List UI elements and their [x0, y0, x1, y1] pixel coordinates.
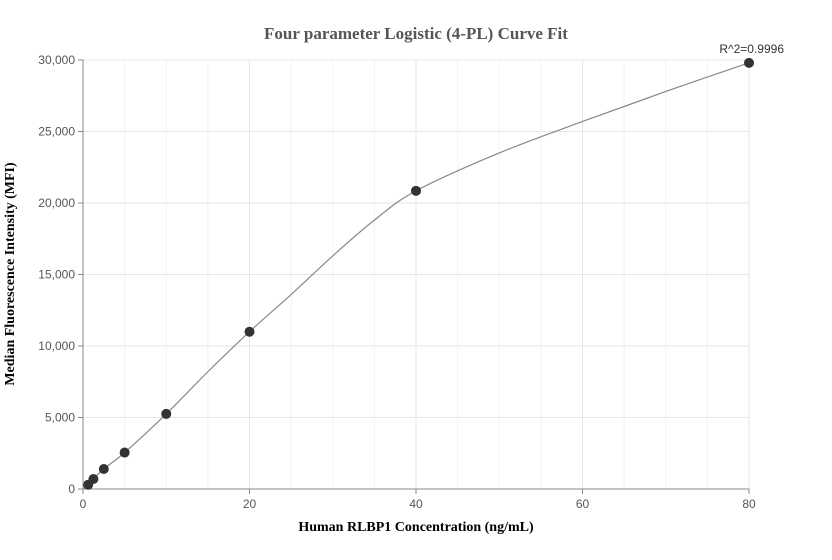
data-point [161, 408, 172, 419]
y-tick-label: 15,000 [38, 268, 75, 282]
x-tick-label: 60 [576, 497, 590, 511]
chart-title: Four parameter Logistic (4-PL) Curve Fit [264, 24, 568, 43]
axes: 0 20 40 60 80 0 5,000 10,000 15,000 20,000 25,000 3… [38, 53, 756, 511]
y-tick-label: 30,000 [38, 53, 75, 67]
y-tick-label: 25,000 [38, 125, 75, 139]
y-tick-label: 20,000 [38, 196, 75, 210]
data-point [88, 473, 99, 484]
data-point [119, 447, 130, 458]
fit-curve [82, 62, 750, 490]
r-squared-annotation: R^2=0.9996 [719, 42, 784, 56]
grid [83, 59, 750, 489]
x-tick-label: 0 [80, 497, 87, 511]
x-tick-label: 20 [243, 497, 257, 511]
data-point [244, 326, 255, 337]
x-tick-label: 80 [742, 497, 756, 511]
data-point [744, 57, 754, 68]
data-point [411, 185, 421, 196]
y-axis-label: Median Fluorescence Intensity (MFI) [3, 162, 18, 386]
y-tick-label: 10,000 [38, 339, 75, 353]
x-axis-label: Human RLBP1 Concentration (ng/mL) [298, 520, 534, 535]
y-tick-label: 5,000 [45, 411, 75, 425]
x-tick-label: 40 [409, 497, 423, 511]
data-points [83, 57, 754, 490]
data-point [98, 463, 109, 474]
fit-curve-layer [82, 62, 750, 490]
y-tick-label: 0 [68, 482, 75, 496]
